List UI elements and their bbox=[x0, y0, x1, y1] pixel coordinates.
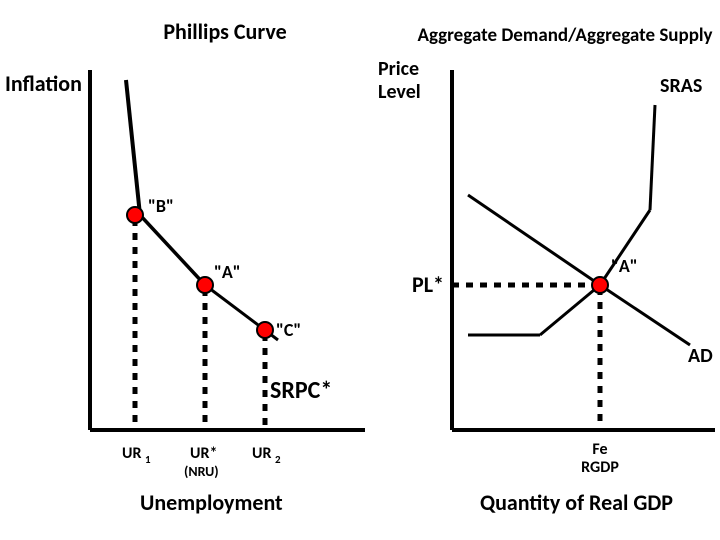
sras-curve bbox=[468, 105, 655, 335]
svg-text:Fe: Fe bbox=[592, 440, 607, 459]
phillips-xticks: UR 1 UR* (NRU) UR 2 bbox=[122, 444, 281, 480]
adas-sras-label: SRAS bbox=[660, 74, 702, 98]
adas-xtick: Fe RGDP bbox=[581, 440, 619, 477]
adas-dashes bbox=[452, 285, 600, 428]
svg-text:UR: UR bbox=[122, 444, 141, 463]
ad-curve bbox=[468, 195, 690, 345]
charts-svg: "B" "A" "C" SRPC* UR 1 UR* (NRU) UR 2 Unem… bbox=[0, 0, 720, 540]
phillips-label-b: "B" bbox=[148, 195, 174, 217]
svg-text:2: 2 bbox=[275, 453, 281, 466]
svg-text:RGDP: RGDP bbox=[581, 458, 619, 477]
adas-point-a-label: "A" bbox=[611, 255, 638, 277]
svg-text:1: 1 bbox=[145, 453, 151, 466]
phillips-label-c: "C" bbox=[276, 319, 301, 341]
adas-point-a bbox=[592, 277, 608, 293]
phillips-point-a bbox=[197, 277, 213, 293]
svg-text:(NRU): (NRU) bbox=[184, 463, 219, 480]
svg-text:UR: UR bbox=[252, 444, 271, 463]
adas-ad-label: AD bbox=[688, 344, 713, 368]
phillips-point-c bbox=[257, 322, 273, 338]
phillips-label-a: "A" bbox=[214, 261, 241, 283]
adas-plstar-label: PL* bbox=[412, 271, 444, 298]
adas-axes bbox=[452, 70, 715, 430]
phillips-srpc-label: SRPC* bbox=[270, 376, 332, 405]
adas-x-label: Quantity of Real GDP bbox=[480, 489, 673, 516]
svg-text:UR*: UR* bbox=[190, 444, 217, 463]
phillips-x-label: Unemployment bbox=[140, 489, 283, 516]
phillips-dashes bbox=[135, 219, 265, 428]
phillips-point-b bbox=[127, 207, 143, 223]
